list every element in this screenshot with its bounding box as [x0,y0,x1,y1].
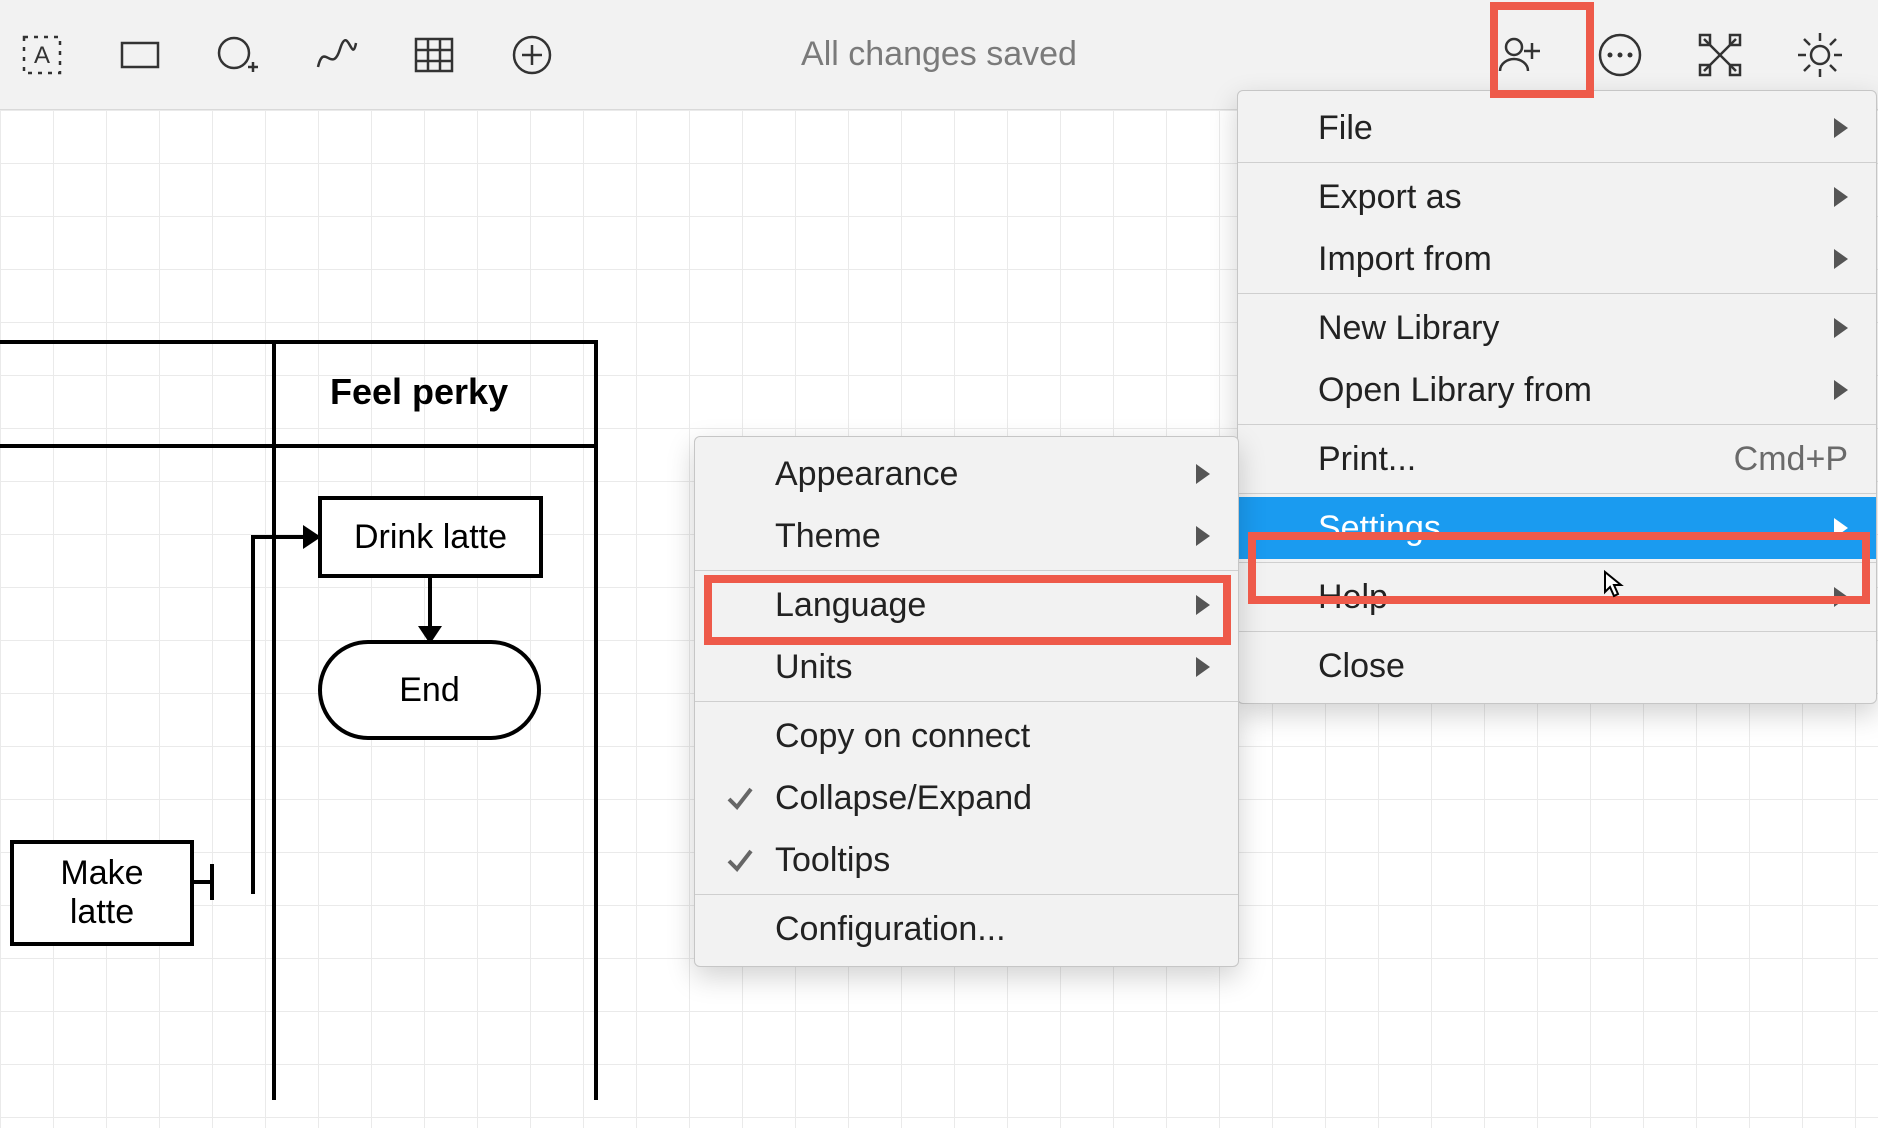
submenu-item-tooltips[interactable]: Tooltips [695,829,1238,891]
rectangle-icon[interactable] [110,25,170,85]
chevron-right-icon [1196,464,1210,484]
menu-label: Open Library from [1318,371,1592,410]
menu-label: Appearance [775,455,958,494]
chevron-right-icon [1196,526,1210,546]
menu-separator [1238,493,1876,494]
menu-separator [695,701,1238,702]
menu-separator [695,894,1238,895]
menu-label: Configuration... [775,910,1006,949]
submenu-item-copy-on-connect[interactable]: Copy on connect [695,705,1238,767]
menu-label: Export as [1318,178,1462,217]
flow-edge [428,578,432,632]
menu-separator [1238,631,1876,632]
menu-label: Help [1318,578,1388,617]
node-label: Make latte [60,854,143,932]
node-make-latte[interactable]: Make latte [10,840,194,946]
menu-label: Units [775,648,852,687]
chevron-right-icon [1834,118,1848,138]
node-end[interactable]: End [318,640,541,740]
menu-label: Theme [775,517,881,556]
more-menu-icon[interactable] [1590,25,1650,85]
menu-shortcut: Cmd+P [1694,440,1848,479]
menu-item-settings[interactable]: Settings [1238,497,1876,559]
node-label: End [399,671,460,710]
swimlane-header-sep [0,444,598,448]
ellipse-plus-icon[interactable] [208,25,268,85]
style-tools-icon[interactable] [1690,25,1750,85]
menu-item-file[interactable]: File [1238,97,1876,159]
menu-separator [1238,293,1876,294]
main-dropdown-menu: File Export as Import from New Library O… [1237,90,1877,704]
add-icon[interactable] [502,25,562,85]
menu-item-help[interactable]: Help [1238,566,1876,628]
share-user-icon[interactable] [1490,25,1550,85]
chevron-right-icon [1834,187,1848,207]
flow-edge [251,537,255,894]
menu-label: Settings [1318,509,1441,548]
toolbar-left-group: A [0,25,562,85]
chevron-right-icon [1196,657,1210,677]
brightness-icon[interactable] [1790,25,1850,85]
menu-label: Print... [1318,440,1416,479]
check-icon [725,783,755,813]
table-icon[interactable] [404,25,464,85]
swimlane-border [0,340,598,344]
menu-item-open-library-from[interactable]: Open Library from [1238,359,1876,421]
check-icon [725,845,755,875]
menu-label: Copy on connect [775,717,1030,756]
swimlane-col2-title: Feel perky [330,371,508,413]
swimlane-col-divider [272,340,276,1100]
submenu-item-configuration[interactable]: Configuration... [695,898,1238,960]
submenu-item-theme[interactable]: Theme [695,505,1238,567]
toolbar-right-group [1490,25,1878,85]
menu-label: Close [1318,647,1405,686]
menu-label: Language [775,586,926,625]
menu-separator [1238,162,1876,163]
submenu-item-appearance[interactable]: Appearance [695,443,1238,505]
menu-label: Collapse/Expand [775,779,1032,818]
submenu-item-language[interactable]: Language [695,574,1238,636]
menu-item-export-as[interactable]: Export as [1238,166,1876,228]
menu-separator [1238,424,1876,425]
menu-item-new-library[interactable]: New Library [1238,297,1876,359]
menu-label: New Library [1318,309,1499,348]
menu-label: Import from [1318,240,1492,279]
chevron-right-icon [1834,380,1848,400]
swimlane-border [594,340,598,1100]
freehand-icon[interactable] [306,25,366,85]
menu-item-import-from[interactable]: Import from [1238,228,1876,290]
chevron-right-icon [1834,587,1848,607]
node-label: Drink latte [354,518,507,557]
menu-item-close[interactable]: Close [1238,635,1876,697]
menu-label: Tooltips [775,841,890,880]
chevron-right-icon [1196,595,1210,615]
flow-edge [210,864,214,900]
submenu-item-collapse-expand[interactable]: Collapse/Expand [695,767,1238,829]
submenu-item-units[interactable]: Units [695,636,1238,698]
text-frame-icon[interactable]: A [12,25,72,85]
menu-separator [695,570,1238,571]
chevron-right-icon [1834,318,1848,338]
chevron-right-icon [1834,249,1848,269]
settings-submenu: Appearance Theme Language Units Copy on … [694,436,1239,967]
menu-separator [1238,562,1876,563]
menu-label: File [1318,109,1373,148]
flow-edge [251,535,309,539]
svg-text:A: A [34,42,50,69]
menu-item-print[interactable]: Print... Cmd+P [1238,428,1876,490]
chevron-right-icon [1834,518,1848,538]
node-drink-latte[interactable]: Drink latte [318,496,543,578]
